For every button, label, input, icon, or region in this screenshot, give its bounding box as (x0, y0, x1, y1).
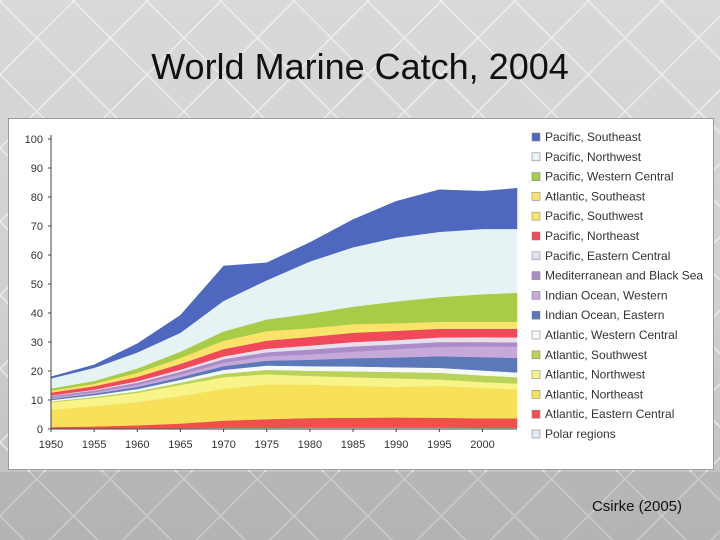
legend-item-atlantic-northwest: Atlantic, Northwest (531, 368, 646, 382)
y-tick-label: 10 (31, 395, 43, 407)
x-tick-label: 1985 (341, 439, 365, 451)
x-tick-label: 1950 (39, 439, 63, 451)
legend-label: Atlantic, Southeast (545, 189, 646, 203)
area-pacific-southeast (50, 188, 518, 379)
y-tick-label: 60 (31, 250, 43, 262)
x-tick-label: 2000 (470, 439, 494, 451)
x-tick-label: 1965 (168, 439, 192, 451)
legend-label: Polar regions (545, 427, 616, 441)
legend-item-pacific-western-central: Pacific, Western Central (531, 170, 674, 184)
legend-label: Atlantic, Northwest (545, 368, 646, 382)
x-tick-label: 1970 (211, 439, 235, 451)
y-tick-label: 0 (37, 424, 43, 436)
legend-swatch (531, 251, 541, 261)
chart-frame: 0 10 20 30 40 50 60 70 80 90 100 1950 1955 1960 1965 1… (8, 118, 714, 470)
legend-swatch (531, 211, 541, 221)
legend-item-pacific-southeast: Pacific, Southeast (531, 130, 642, 144)
legend-item-atlantic-northeast: Atlantic, Northeast (531, 387, 644, 401)
legend-label: Pacific, Northwest (545, 150, 642, 164)
legend-swatch (531, 192, 541, 201)
y-tick-label: 80 (31, 192, 43, 204)
legend-label: Indian Ocean, Eastern (545, 308, 664, 322)
y-tick-label: 20 (31, 366, 43, 378)
legend-label: Pacific, Western Central (545, 170, 674, 184)
legend-item-indian-ocean-eastern: Indian Ocean, Eastern (531, 308, 664, 322)
y-tick-labels: 0 10 20 30 40 50 60 70 80 90 100 (25, 134, 51, 436)
legend-swatch (531, 291, 541, 300)
legend-label: Pacific, Northeast (545, 229, 640, 243)
legend-label: Mediterranean and Black Sea (545, 269, 703, 283)
legend-item-pacific-northwest: Pacific, Northwest (531, 150, 642, 164)
legend-swatch (531, 370, 541, 379)
y-tick-label: 90 (31, 163, 43, 175)
y-tick-label: 30 (31, 337, 43, 349)
legend-swatch (531, 409, 541, 419)
x-tick-label: 1960 (125, 439, 149, 451)
legend-item-atlantic-western-central: Atlantic, Western Central (531, 328, 678, 342)
x-tick-label: 1990 (384, 439, 408, 451)
legend-swatch (531, 429, 541, 439)
y-tick-label: 100 (25, 134, 43, 146)
legend-label: Atlantic, Southwest (545, 348, 648, 362)
x-tick-label: 1955 (82, 439, 106, 451)
legend-swatch (531, 310, 541, 320)
legend-item-atlantic-eastern-central: Atlantic, Eastern Central (531, 407, 674, 421)
y-tick-label: 40 (31, 308, 43, 320)
x-tick-label: 1980 (298, 439, 322, 451)
x-tick-label: 1975 (254, 439, 278, 451)
legend-label: Indian Ocean, Western (545, 288, 668, 302)
legend-item-pacific-northeast: Pacific, Northeast (531, 229, 640, 243)
x-tick-label: 1995 (427, 439, 451, 451)
legend-label: Atlantic, Northeast (545, 387, 644, 401)
legend-swatch (531, 271, 541, 280)
legend: Pacific, Southeast Pacific, Northwest Paci… (531, 130, 703, 441)
legend-label: Pacific, Eastern Central (545, 249, 670, 263)
slide-title: World Marine Catch, 2004 (151, 46, 569, 87)
legend-label: Atlantic, Western Central (545, 328, 678, 342)
legend-swatch (531, 132, 541, 142)
legend-swatch (531, 330, 541, 340)
legend-label: Atlantic, Eastern Central (545, 407, 674, 421)
legend-item-atlantic-southwest: Atlantic, Southwest (531, 348, 648, 362)
legend-swatch (531, 350, 541, 360)
area-layers (50, 188, 518, 430)
legend-item-atlantic-southeast: Atlantic, Southeast (531, 189, 646, 203)
legend-swatch (531, 172, 541, 181)
legend-label: Pacific, Southeast (545, 130, 642, 144)
legend-item-polar-regions: Polar regions (531, 427, 616, 441)
y-tick-label: 70 (31, 221, 43, 233)
legend-item-mediterranean-and-black-sea: Mediterranean and Black Sea (531, 269, 703, 283)
source-credit: Csirke (2005) (591, 498, 682, 515)
legend-swatch (531, 390, 541, 399)
legend-swatch (531, 152, 541, 162)
y-tick-label: 50 (31, 279, 43, 291)
legend-swatch (531, 231, 541, 241)
legend-item-pacific-eastern-central: Pacific, Eastern Central (531, 249, 670, 263)
legend-label: Pacific, Southwest (545, 209, 644, 223)
legend-item-pacific-southwest: Pacific, Southwest (531, 209, 644, 223)
legend-item-indian-ocean-western: Indian Ocean, Western (531, 288, 668, 302)
x-tick-labels: 1950 1955 1960 1965 1970 1975 1980 1985 1990 1995… (39, 429, 495, 451)
